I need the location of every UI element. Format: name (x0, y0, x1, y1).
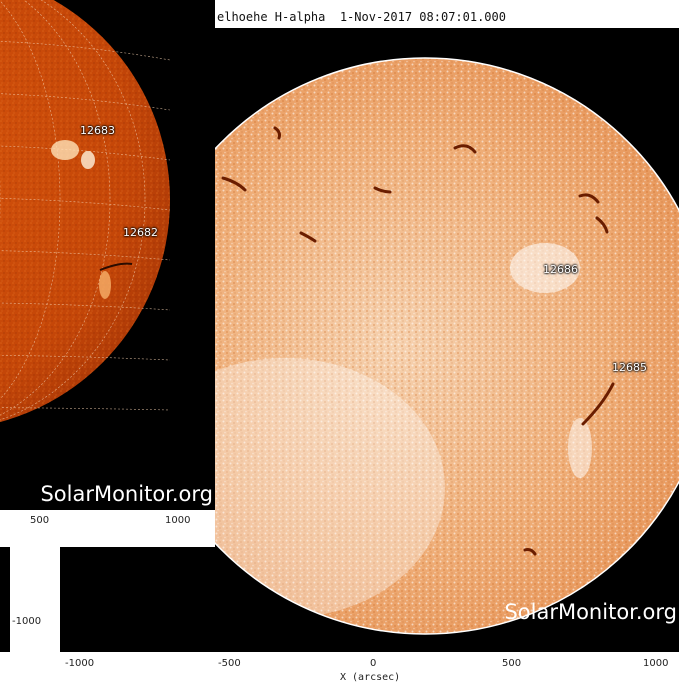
front-x-axis-label: X (arcsec) (340, 672, 401, 683)
front-x-tick: -1000 (65, 658, 95, 669)
front-image-title: elhoehe H-alpha 1-Nov-2017 08:07:01.000 (217, 10, 506, 24)
front-x-tick: -500 (218, 658, 241, 669)
back-lat-lon-grid (0, 0, 171, 421)
front-x-tick: 1000 (643, 658, 669, 669)
front-x-axis: -1000 -500 0 500 1000 X (arcsec) (0, 652, 679, 687)
back-solar-plot: 12683 12682 SolarMonitor.org (0, 0, 215, 510)
back-ar-label-12683: 12683 (80, 124, 115, 137)
front-solar-disk (215, 57, 679, 635)
back-plot-lower-area (60, 547, 215, 652)
back-watermark: SolarMonitor.org (40, 482, 213, 506)
back-plage-regions (51, 140, 133, 299)
front-title-bar: elhoehe H-alpha 1-Nov-2017 08:07:01.000 (215, 6, 679, 28)
back-ar-label-12682: 12682 (123, 226, 158, 239)
front-watermark: SolarMonitor.org (504, 600, 677, 624)
back-solar-disk (0, 0, 171, 423)
front-ar-label-12686: 12686 (543, 263, 578, 276)
back-x-tick: 500 (30, 515, 50, 526)
back-y-tick: -1000 (12, 616, 42, 627)
back-image-window: 12683 12682 SolarMonitor.org 500 1000 (0, 0, 215, 547)
back-x-axis: 500 1000 (0, 510, 215, 547)
front-solar-plot: 12686 12685 SolarMonitor.org (215, 28, 679, 652)
front-x-tick: 0 (370, 658, 377, 669)
front-x-tick: 500 (502, 658, 522, 669)
front-filaments (221, 126, 615, 556)
front-ar-label-12685: 12685 (612, 361, 647, 374)
back-x-tick: 1000 (165, 515, 191, 526)
